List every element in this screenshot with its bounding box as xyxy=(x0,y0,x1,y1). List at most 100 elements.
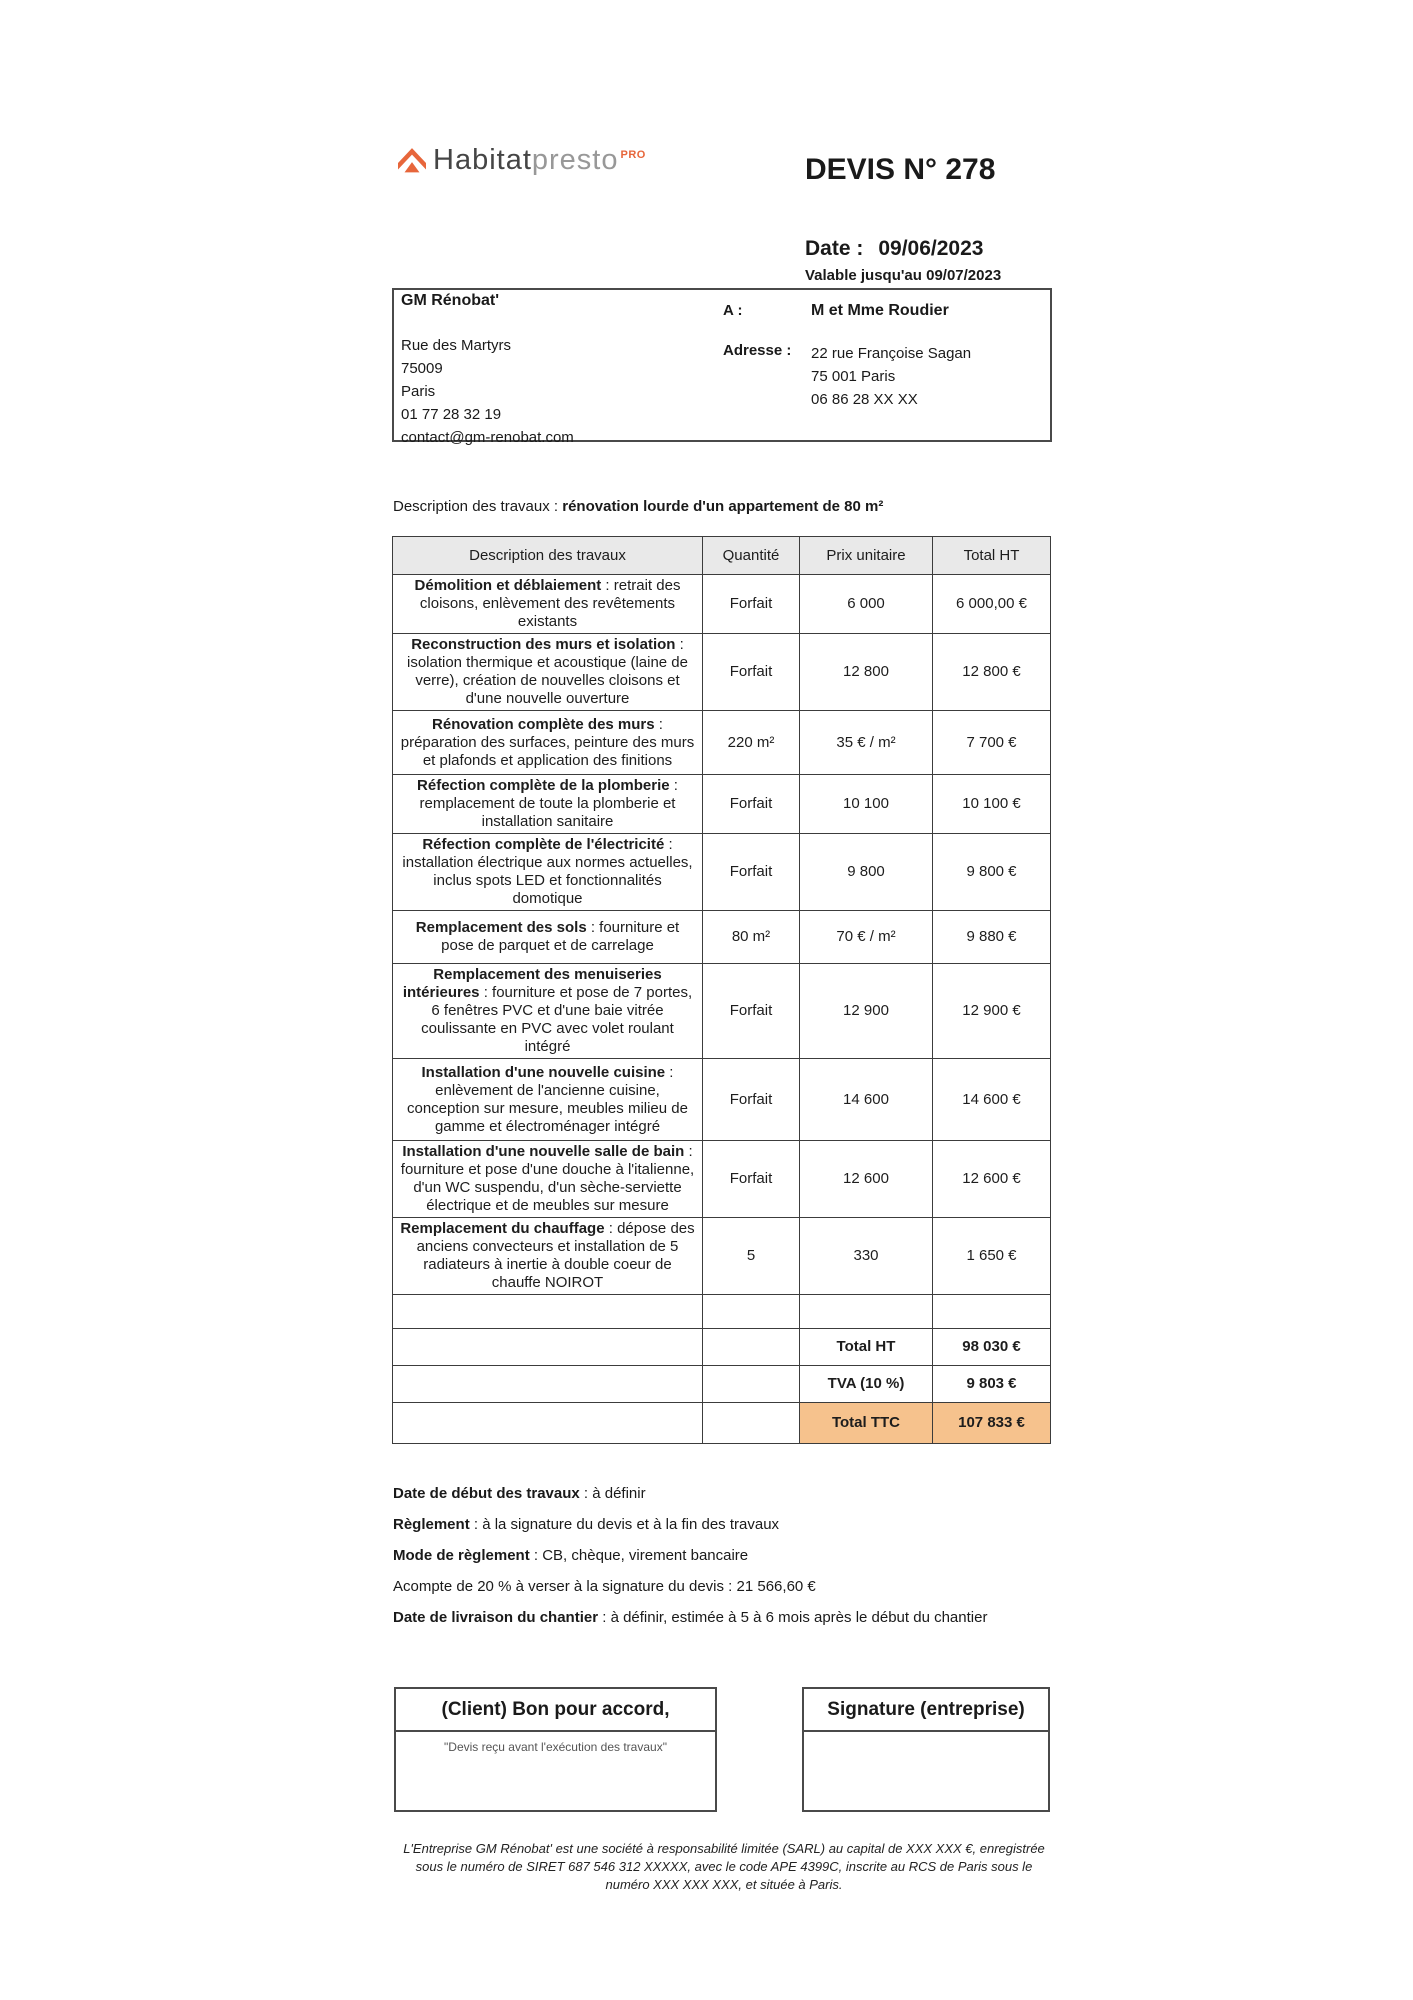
work-item-total: 12 900 € xyxy=(932,963,1051,1059)
total-value: 107 833 € xyxy=(932,1402,1051,1444)
work-item-detail: : préparation des surfaces, peinture des… xyxy=(400,715,695,769)
work-item-row: Remplacement des menuiseries intérieures… xyxy=(392,963,1051,1059)
work-item-unit-price: 12 800 xyxy=(799,633,933,711)
company-info-box: GM Rénobat' Rue des Martyrs 75009 Paris 01 … xyxy=(392,288,712,446)
company-address-line: contact@gm-renobat.com xyxy=(401,429,574,446)
habitatpresto-arrow-icon xyxy=(398,148,426,173)
work-item-row: Remplacement du chauffage : dépose des a… xyxy=(392,1217,1051,1295)
work-item-total: 9 800 € xyxy=(932,833,1051,911)
client-name: M et Mme Roudier xyxy=(811,302,949,319)
work-item-quantity: Forfait xyxy=(702,633,800,711)
work-item-total: 9 880 € xyxy=(932,910,1051,964)
note-text: Acompte de 20 % à verser à la signature … xyxy=(393,1578,816,1595)
work-item-description: Remplacement des menuiseries intérieures… xyxy=(392,963,703,1059)
work-item-description: Réfection complète de la plomberie : rem… xyxy=(392,774,703,834)
work-item-quantity: Forfait xyxy=(702,774,800,834)
work-item-title: Démolition et déblaiement xyxy=(414,577,602,594)
work-item-unit-price: 330 xyxy=(799,1217,933,1295)
work-item-row: Rénovation complète des murs : préparati… xyxy=(392,710,1051,775)
document-title: DEVIS N° 278 xyxy=(805,153,996,186)
work-item-row: Installation d'une nouvelle salle de bai… xyxy=(392,1140,1051,1218)
spacer-row xyxy=(392,1294,1051,1329)
column-header-unit-price: Prix unitaire xyxy=(799,536,933,575)
company-address: Rue des Martyrs 75009 Paris 01 77 28 32 19 c… xyxy=(401,334,703,449)
total-blank-cell xyxy=(392,1365,703,1403)
date-value: 09/06/2023 xyxy=(878,237,984,260)
total-value: 9 803 € xyxy=(932,1365,1051,1403)
work-item-total: 12 800 € xyxy=(932,633,1051,711)
company-signature-box: Signature (entreprise) xyxy=(802,1687,1050,1812)
habitatpresto-logo: Habitatpresto PRO xyxy=(398,142,646,184)
work-item-unit-price: 14 600 xyxy=(799,1058,933,1141)
work-item-detail: : fourniture et pose d'une douche à l'it… xyxy=(400,1143,695,1214)
total-blank-cell xyxy=(702,1328,800,1366)
client-address-line: 22 rue Françoise Sagan xyxy=(811,345,972,362)
validity-note: Valable jusqu'au 09/07/2023 xyxy=(805,267,1002,284)
total-row: Total HT 98 030 € xyxy=(392,1328,1051,1366)
work-item-total: 7 700 € xyxy=(932,710,1051,775)
brand-part-presto: presto xyxy=(531,144,619,176)
client-to-row: A : M et Mme Roudier xyxy=(723,302,1050,320)
work-item-quantity: Forfait xyxy=(702,1058,800,1141)
work-item-unit-price: 70 € / m² xyxy=(799,910,933,964)
client-address-line: 75 001 Paris xyxy=(811,368,896,385)
work-item-quantity: Forfait xyxy=(702,963,800,1059)
date-line: Date : 09/06/2023 xyxy=(805,237,983,261)
work-item-unit-price: 12 600 xyxy=(799,1140,933,1218)
work-item-quantity: 80 m² xyxy=(702,910,800,964)
note-line: Date de livraison du chantier : à défini… xyxy=(393,1608,987,1639)
quote-table-body: Démolition et déblaiement : retrait des … xyxy=(392,574,1051,1444)
work-item-detail: : enlèvement de l'ancienne cuisine, conc… xyxy=(407,1063,688,1135)
work-item-description: Installation d'une nouvelle cuisine : en… xyxy=(392,1058,703,1141)
work-item-total: 6 000,00 € xyxy=(932,574,1051,634)
note-text: : CB, chèque, virement bancaire xyxy=(529,1547,749,1564)
works-intro-label: Description des travaux : xyxy=(393,498,563,515)
work-item-row: Réfection complète de la plomberie : rem… xyxy=(392,774,1051,834)
work-item-detail: : isolation thermique et acoustique (lai… xyxy=(406,636,688,707)
total-blank-cell xyxy=(702,1365,800,1403)
total-blank-cell xyxy=(702,1402,800,1444)
work-item-quantity: Forfait xyxy=(702,574,800,634)
client-address-lines: 22 rue Françoise Sagan 75 001 Paris 06 86 … xyxy=(811,342,971,411)
notes: Date de début des travaux : à définir Règ… xyxy=(393,1484,987,1639)
work-item-unit-price: 12 900 xyxy=(799,963,933,1059)
legal-footer: L'Entreprise GM Rénobat' est une société… xyxy=(403,1841,1045,1892)
note-label: Date de début des travaux xyxy=(393,1485,580,1502)
client-to-label: A : xyxy=(723,302,743,319)
work-item-detail: : fourniture et pose de parquet et de ca… xyxy=(441,919,680,954)
work-item-description: Remplacement du chauffage : dépose des a… xyxy=(392,1217,703,1295)
work-item-quantity: 5 xyxy=(702,1217,800,1295)
company-signature-title: Signature (entreprise) xyxy=(804,1689,1048,1732)
total-label: Total HT xyxy=(799,1328,933,1366)
work-item-description: Remplacement des sols : fourniture et po… xyxy=(392,910,703,964)
work-item-row: Installation d'une nouvelle cuisine : en… xyxy=(392,1058,1051,1141)
work-item-title: Réfection complète de la plomberie xyxy=(417,777,670,794)
work-item-unit-price: 6 000 xyxy=(799,574,933,634)
note-text: : à définir, estimée à 5 à 6 mois après … xyxy=(598,1609,988,1626)
work-item-detail: : installation électrique aux normes act… xyxy=(402,836,693,907)
work-item-description: Rénovation complète des murs : préparati… xyxy=(392,710,703,775)
quote-table: Description des travaux Quantité Prix un… xyxy=(392,536,1051,1444)
company-address-line: Paris xyxy=(401,383,436,400)
note-line: Date de début des travaux : à définir xyxy=(393,1484,987,1515)
work-item-total: 14 600 € xyxy=(932,1058,1051,1141)
work-item-title: Rénovation complète des murs xyxy=(432,715,655,733)
works-intro-value: rénovation lourde d'un appartement de 80… xyxy=(562,498,884,515)
work-item-description: Réfection complète de l'électricité : in… xyxy=(392,833,703,911)
client-address-line: 06 86 28 XX XX xyxy=(811,391,918,408)
work-item-row: Remplacement des sols : fourniture et po… xyxy=(392,910,1051,964)
company-address-line: 01 77 28 32 19 xyxy=(401,406,502,423)
column-header-quantity: Quantité xyxy=(702,536,800,575)
date-label: Date : xyxy=(805,237,864,260)
note-label: Règlement xyxy=(393,1516,470,1533)
total-value: 98 030 € xyxy=(932,1328,1051,1366)
work-item-detail: : remplacement de toute la plomberie et … xyxy=(419,777,678,830)
column-header-total: Total HT xyxy=(932,536,1051,575)
work-item-total: 1 650 € xyxy=(932,1217,1051,1295)
work-item-row: Réfection complète de l'électricité : in… xyxy=(392,833,1051,911)
work-item-unit-price: 9 800 xyxy=(799,833,933,911)
work-item-title: Remplacement des sols xyxy=(415,919,587,936)
work-item-title: Installation d'une nouvelle salle de bai… xyxy=(402,1143,685,1160)
work-item-title: Remplacement du chauffage xyxy=(400,1220,605,1237)
